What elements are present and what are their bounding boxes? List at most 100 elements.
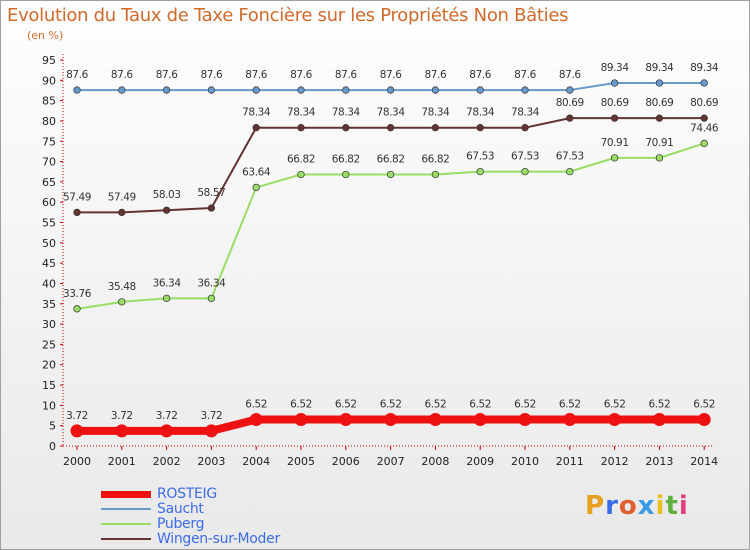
x-tick-label: 2011 bbox=[556, 455, 584, 468]
data-label: 36.34 bbox=[153, 277, 182, 289]
data-label: 6.52 bbox=[245, 399, 267, 411]
logo-letter: t bbox=[665, 491, 679, 521]
logo-letter: P bbox=[585, 491, 606, 521]
series-puberg: 33.76 35.48 36.34 36.34 63.64 66.82 66.82 66.82… bbox=[63, 122, 719, 313]
x-tick-label: 2014 bbox=[690, 455, 718, 468]
data-label: 78.34 bbox=[511, 107, 540, 119]
data-label: 58.57 bbox=[197, 187, 225, 199]
data-label: 36.34 bbox=[197, 277, 226, 289]
data-label: 6.52 bbox=[514, 399, 536, 411]
y-tick-label: 35 bbox=[42, 298, 56, 311]
data-label: 6.52 bbox=[649, 399, 671, 411]
y-tick-label: 25 bbox=[42, 338, 56, 351]
y-axis-unit: (en %) bbox=[27, 29, 64, 42]
data-point bbox=[521, 86, 529, 94]
data-point bbox=[521, 124, 529, 132]
data-label: 6.52 bbox=[604, 399, 626, 411]
y-tick-label: 15 bbox=[42, 379, 56, 392]
data-point bbox=[207, 294, 216, 302]
data-label: 3.72 bbox=[66, 410, 88, 422]
data-label: 87.6 bbox=[245, 69, 267, 81]
y-tick-label: 50 bbox=[42, 237, 56, 250]
y-tick-label: 90 bbox=[42, 74, 56, 87]
logo-letter: x bbox=[637, 491, 656, 521]
y-tick-label: 60 bbox=[42, 196, 56, 209]
data-point bbox=[342, 170, 350, 179]
data-label: 87.6 bbox=[335, 69, 357, 81]
x-tick-label: 2008 bbox=[421, 455, 449, 468]
data-label: 87.6 bbox=[425, 69, 447, 81]
data-point bbox=[294, 413, 308, 427]
data-label: 78.34 bbox=[332, 107, 361, 119]
data-point bbox=[386, 86, 395, 94]
data-label: 78.34 bbox=[421, 107, 450, 119]
x-tick-label: 2000 bbox=[63, 455, 91, 468]
data-point bbox=[160, 424, 174, 438]
data-point bbox=[386, 170, 395, 179]
data-label: 6.52 bbox=[559, 399, 581, 411]
data-point bbox=[563, 413, 577, 427]
data-point bbox=[207, 204, 216, 212]
data-point bbox=[431, 170, 440, 179]
data-point bbox=[700, 114, 708, 122]
data-point bbox=[476, 86, 484, 94]
data-label: 87.6 bbox=[514, 69, 536, 81]
data-label: 70.91 bbox=[645, 137, 673, 149]
y-tick-label: 95 bbox=[42, 54, 56, 67]
data-point bbox=[252, 183, 260, 192]
data-point bbox=[70, 424, 84, 438]
y-tick-label: 80 bbox=[42, 115, 56, 128]
data-label: 3.72 bbox=[111, 410, 133, 422]
y-tick-label: 65 bbox=[42, 176, 56, 189]
data-label: 78.34 bbox=[377, 107, 406, 119]
data-label: 66.82 bbox=[421, 153, 449, 165]
data-label: 63.64 bbox=[242, 166, 271, 178]
x-tick-label: 2010 bbox=[511, 455, 539, 468]
data-label: 33.76 bbox=[63, 288, 92, 300]
data-label: 78.34 bbox=[466, 107, 495, 119]
x-tick-label: 2006 bbox=[332, 455, 360, 468]
legend-swatch bbox=[101, 523, 151, 525]
data-label: 78.34 bbox=[287, 107, 316, 119]
data-point bbox=[610, 114, 619, 122]
data-point bbox=[518, 413, 532, 427]
legend-swatch bbox=[101, 490, 151, 498]
data-label: 66.82 bbox=[332, 153, 360, 165]
series-wingen-sur-moder: 57.49 57.49 58.03 58.57 78.34 78.34 78.34 78.34… bbox=[63, 97, 719, 217]
data-point bbox=[115, 424, 129, 438]
data-point bbox=[700, 79, 708, 87]
logo-letter: r bbox=[605, 491, 619, 521]
data-point bbox=[384, 413, 398, 427]
y-tick-label: 10 bbox=[42, 399, 56, 412]
x-tick-label: 2002 bbox=[153, 455, 181, 468]
y-tick-label: 30 bbox=[42, 318, 56, 331]
data-label: 6.52 bbox=[290, 399, 312, 411]
y-tick-label: 5 bbox=[49, 420, 56, 433]
data-label: 6.52 bbox=[693, 399, 715, 411]
data-point bbox=[521, 167, 529, 176]
data-point bbox=[252, 124, 260, 132]
data-point bbox=[700, 139, 708, 148]
y-tick-label: 55 bbox=[42, 217, 56, 230]
data-label: 67.53 bbox=[511, 151, 539, 163]
data-point bbox=[118, 298, 126, 306]
data-label: 87.6 bbox=[156, 69, 178, 81]
data-label: 57.49 bbox=[108, 191, 136, 203]
y-tick-label: 0 bbox=[49, 440, 56, 453]
data-point bbox=[610, 79, 619, 87]
data-point bbox=[428, 413, 442, 427]
logo-letter: i bbox=[678, 491, 689, 521]
data-label: 67.53 bbox=[466, 151, 494, 163]
data-label: 80.69 bbox=[601, 97, 629, 109]
data-point bbox=[73, 305, 81, 313]
data-label: 87.6 bbox=[290, 69, 312, 81]
data-label: 66.82 bbox=[287, 153, 315, 165]
legend-swatch bbox=[101, 538, 151, 540]
data-point bbox=[566, 114, 574, 122]
legend-label: Saucht bbox=[157, 501, 204, 517]
data-label: 3.72 bbox=[156, 410, 178, 422]
y-tick-label: 85 bbox=[42, 95, 56, 108]
y-tick-label: 75 bbox=[42, 135, 56, 148]
